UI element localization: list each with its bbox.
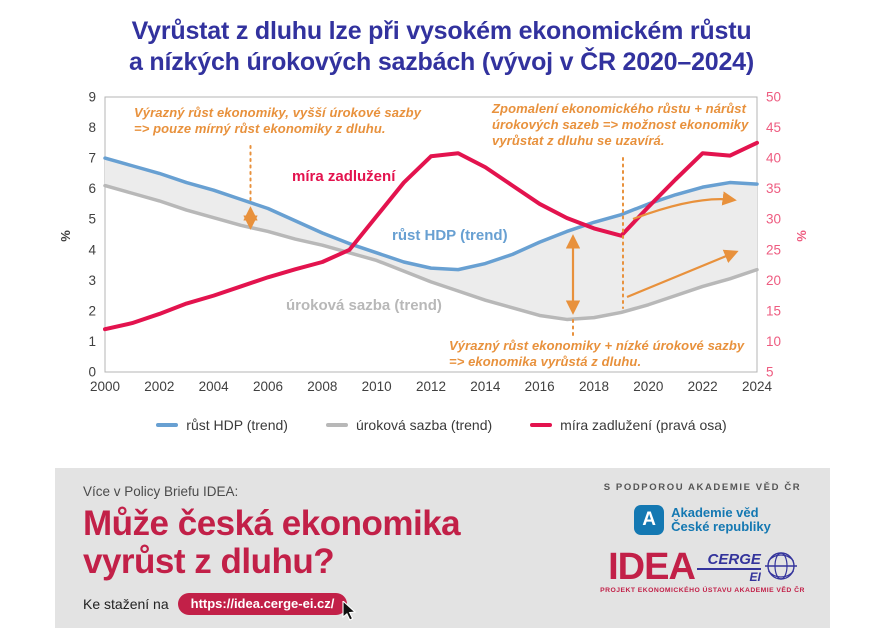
footer-panel: Více v Policy Briefu IDEA: Může česká ek… xyxy=(55,468,830,628)
page-title-line2: a nízkých úrokových sazbách (vývoj v ČR … xyxy=(128,47,755,76)
support-text: S PODPOROU AKADEMIE VĚD ČR xyxy=(603,482,802,493)
akademie-ved-logo-text: Akademie věd České republiky xyxy=(671,504,771,534)
x-axis-tick: 2022 xyxy=(688,379,718,394)
akademie-ved-logo-icon: A xyxy=(634,505,665,535)
url-pill-link[interactable]: https://idea.cerge-ei.cz/ xyxy=(177,592,348,615)
cerge-ei-wordmark: CERGE EI xyxy=(696,551,761,584)
right-axis-tick: 5 xyxy=(766,365,774,380)
left-axis-tick: 6 xyxy=(88,181,96,196)
legend-item: úroková sazba (trend) xyxy=(325,417,493,433)
x-axis-tick: 2016 xyxy=(525,379,555,394)
left-axis-tick: 7 xyxy=(88,151,96,166)
akademie-ved-logo: A Akademie věd České republiky xyxy=(634,505,771,535)
ei-text: EI xyxy=(749,570,761,584)
right-axis-label: % xyxy=(794,230,809,242)
x-axis-tick: 2000 xyxy=(90,379,120,394)
download-label: Ke stažení na xyxy=(83,595,169,612)
x-axis-tick: 2020 xyxy=(633,379,663,394)
left-axis-tick: 9 xyxy=(88,90,96,105)
legend-label: růst HDP (trend) xyxy=(186,417,288,433)
x-axis-tick: 2010 xyxy=(362,379,392,394)
annotation-top-right: Zpomalení ekonomického růstu + nárůst úr… xyxy=(492,101,749,148)
right-axis-tick: 30 xyxy=(766,212,781,227)
download-row: Ke stažení na https://idea.cerge-ei.cz/ xyxy=(83,592,460,621)
annotation-arrow xyxy=(626,249,739,299)
mouse-cursor-icon xyxy=(342,600,357,621)
left-axis-tick: 4 xyxy=(88,242,96,257)
annotation-arrow xyxy=(632,191,737,221)
x-axis-tick: 2006 xyxy=(253,379,283,394)
right-axis-tick: 25 xyxy=(766,242,781,257)
policy-brief-heading: Může česká ekonomika vyrůst z dluhu? xyxy=(83,504,461,581)
right-axis-tick: 40 xyxy=(766,151,781,166)
annotation-top-left: Výrazný růst ekonomiky, vyšší úrokové sa… xyxy=(134,105,422,136)
idea-cerge-ei-logo: IDEA CERGE EI xyxy=(608,546,797,588)
legend-swatch xyxy=(530,422,553,428)
project-text: PROJEKT EKONOMICKÉHO ÚSTAVU AKADEMIE VĚD… xyxy=(600,587,805,595)
x-axis-tick: 2014 xyxy=(470,379,501,394)
left-axis-label: % xyxy=(58,230,73,242)
right-axis-tick: 20 xyxy=(766,273,781,288)
right-axis-tick: 35 xyxy=(766,181,781,196)
left-axis-tick: 0 xyxy=(88,365,96,380)
series-line-debt xyxy=(103,140,759,332)
label-urokova-sazba: úroková sazba (trend) xyxy=(286,297,442,314)
left-axis-tick: 5 xyxy=(88,212,96,227)
legend-swatch xyxy=(156,422,179,428)
series-line-gdp xyxy=(103,156,759,272)
x-axis-tick: 2002 xyxy=(144,379,174,394)
legend-item: míra zadlužení (pravá osa) xyxy=(530,417,727,433)
left-axis-tick: 8 xyxy=(88,120,96,135)
gap-fill-area xyxy=(105,158,757,320)
left-axis-tick: 1 xyxy=(88,334,96,349)
x-axis-tick: 2012 xyxy=(416,379,446,394)
footer-left-block: Více v Policy Briefu IDEA: Může česká ek… xyxy=(83,484,461,621)
cerge-rule xyxy=(696,568,761,570)
label-mira-zadluzeni: míra zadlužení xyxy=(292,168,396,185)
cerge-text: CERGE xyxy=(707,551,761,568)
left-axis-tick: 3 xyxy=(88,273,96,288)
legend-swatch xyxy=(325,422,348,428)
legend-item: růst HDP (trend) xyxy=(156,417,288,433)
legend-label: míra zadlužení (pravá osa) xyxy=(560,417,727,433)
right-axis-tick: 50 xyxy=(766,90,781,105)
x-axis-tick: 2008 xyxy=(307,379,337,394)
footer-intro-text: Více v Policy Briefu IDEA: xyxy=(83,484,239,499)
series-line-rate xyxy=(103,183,759,322)
footer-right-block: S PODPOROU AKADEMIE VĚD ČR A Akademie vě… xyxy=(595,482,810,594)
label-rust-hdp: růst HDP (trend) xyxy=(392,227,508,244)
x-axis-tick: 2018 xyxy=(579,379,609,394)
chart-legend: růst HDP (trend) úroková sazba (trend) mír… xyxy=(0,417,883,433)
annotation-bottom: Výrazný růst ekonomiky + nízké úrokové s… xyxy=(449,338,745,369)
x-axis-tick: 2024 xyxy=(742,379,773,394)
x-axis-tick: 2004 xyxy=(199,379,230,394)
idea-wordmark: IDEA xyxy=(608,546,696,588)
globe-icon xyxy=(764,552,797,580)
right-axis-tick: 15 xyxy=(766,303,781,318)
legend-label: úroková sazba (trend) xyxy=(355,417,493,433)
page-title-line1: Vyrůstat z dluhu lze při vysokém ekonomi… xyxy=(131,17,752,45)
right-axis-tick: 10 xyxy=(766,334,781,349)
page-title: Vyrůstat z dluhu lze při vysokém ekonomi… xyxy=(0,16,883,77)
left-axis-tick: 2 xyxy=(88,303,96,318)
right-axis-tick: 45 xyxy=(766,120,781,135)
